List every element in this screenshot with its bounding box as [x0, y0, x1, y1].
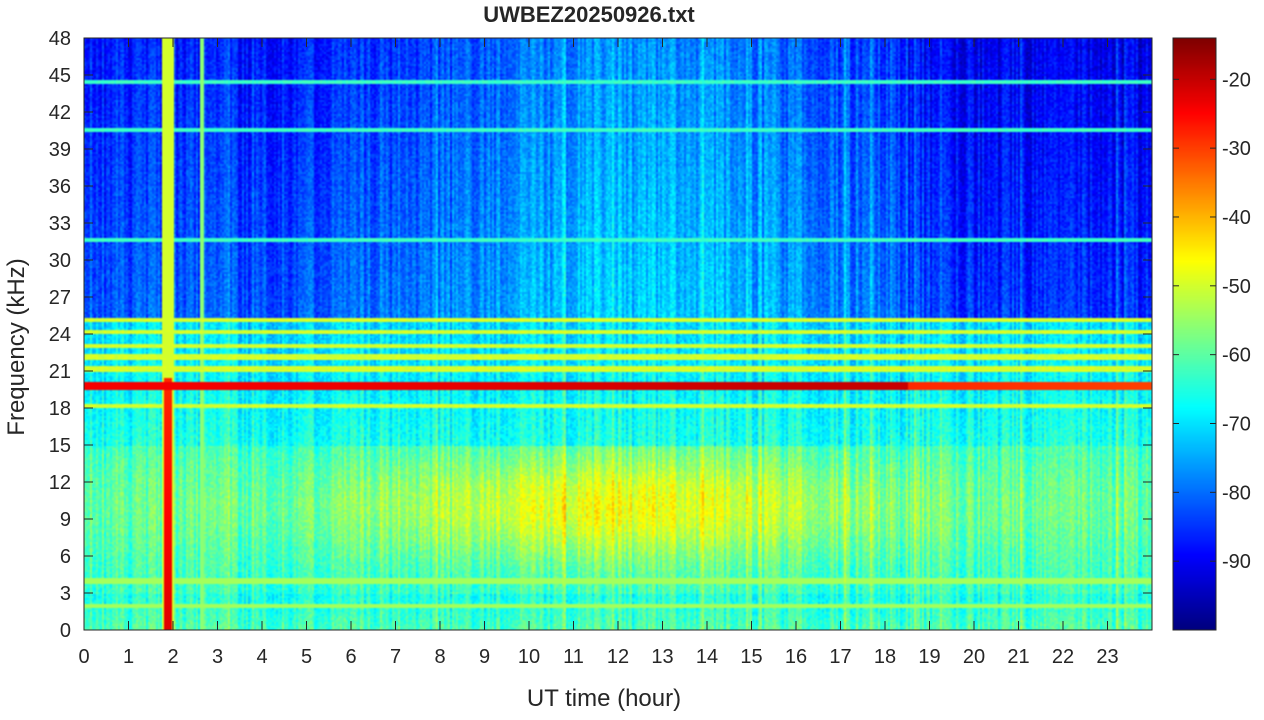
x-tick-label: 18: [874, 646, 896, 668]
y-tick-label: 45: [49, 65, 71, 87]
x-tick-label: 9: [479, 646, 490, 668]
x-tick-label: 0: [78, 646, 89, 668]
y-axis-label: Frequency (kHz): [3, 258, 30, 435]
x-tick-label: 13: [651, 646, 673, 668]
x-tick-label: 3: [212, 646, 223, 668]
plot-area: 0 1 2 3 4 5 6 7 8 9 10 11 12 13 14 15 16 17 18 19 20 21 22 23 0…: [49, 28, 1153, 668]
y-tick-label: 24: [49, 324, 71, 346]
y-tick-label: 6: [60, 546, 71, 568]
x-tick-label: 22: [1052, 646, 1074, 668]
colorbar-ticks: -20 -30 -40 -50 -60 -70 -80 -90: [1173, 69, 1251, 573]
x-tick-label: 12: [607, 646, 629, 668]
colorbar-tick-label: -70: [1222, 413, 1251, 435]
y-tick-label: 33: [49, 213, 71, 235]
colorbar-gradient: [1173, 38, 1216, 630]
colorbar: -20 -30 -40 -50 -60 -70 -80 -90: [1172, 37, 1251, 631]
colorbar-tick-label: -60: [1222, 345, 1251, 367]
y-tick-label: 39: [49, 139, 71, 161]
y-tick-label: 30: [49, 250, 71, 272]
x-axis: 0 1 2 3 4 5 6 7 8 9 10 11 12 13 14 15 16 17 18 19 20 21 22 23: [78, 38, 1119, 668]
colorbar-frame: [1172, 37, 1217, 631]
x-tick-label: 15: [740, 646, 762, 668]
x-tick-label: 17: [829, 646, 851, 668]
x-tick-label: 2: [167, 646, 178, 668]
y-tick-label: 3: [60, 583, 71, 605]
y-tick-label: 21: [49, 361, 71, 383]
y-tick-label: 42: [49, 102, 71, 124]
colorbar-tick-label: -20: [1222, 69, 1251, 91]
x-tick-label: 5: [301, 646, 312, 668]
colorbar-tick-label: -50: [1222, 276, 1251, 298]
x-tick-label: 11: [563, 646, 584, 668]
x-axis-label: UT time (hour): [527, 685, 681, 712]
y-tick-label: 48: [49, 28, 71, 50]
y-tick-label: 0: [60, 620, 71, 642]
x-tick-label: 8: [434, 646, 445, 668]
colorbar-tick-label: -30: [1222, 138, 1251, 160]
colorbar-tick-label: -90: [1222, 551, 1251, 573]
y-tick-label: 36: [49, 176, 71, 198]
x-tick-label: 6: [345, 646, 356, 668]
x-tick-label: 16: [785, 646, 807, 668]
x-tick-label: 20: [963, 646, 985, 668]
x-tick-label: 4: [256, 646, 267, 668]
y-tick-label: 27: [49, 287, 71, 309]
colorbar-tick-label: -80: [1222, 482, 1251, 504]
heatmap: [84, 38, 1152, 630]
colorbar-tick-label: -40: [1222, 207, 1251, 229]
y-tick-label: 12: [49, 472, 71, 494]
x-tick-label: 19: [918, 646, 940, 668]
x-tick-label: 23: [1096, 646, 1118, 668]
x-tick-label: 14: [696, 646, 718, 668]
chart-title: UWBEZ20250926.txt: [483, 2, 695, 27]
y-tick-label: 18: [49, 398, 71, 420]
x-tick-label: 7: [390, 646, 401, 668]
y-tick-label: 15: [49, 435, 71, 457]
x-tick-label: 21: [1007, 646, 1029, 668]
x-tick-label: 1: [123, 646, 134, 668]
y-tick-label: 9: [60, 509, 71, 531]
x-tick-label: 10: [518, 646, 540, 668]
